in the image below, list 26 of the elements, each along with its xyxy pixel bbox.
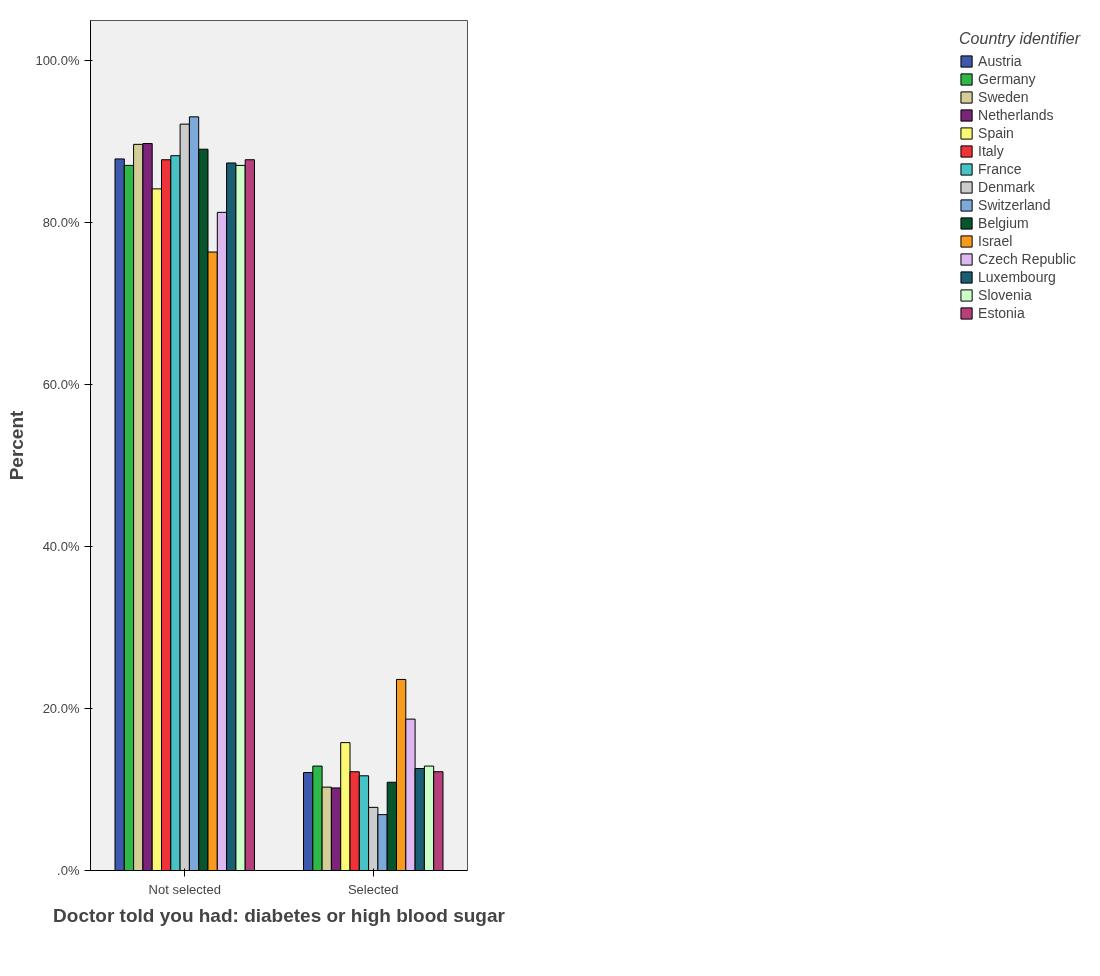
y-tick-label: 80.0% <box>42 215 80 231</box>
legend-label: Switzerland <box>978 197 1051 213</box>
legend-label: Luxembourg <box>978 269 1056 285</box>
x-axis-title: Doctor told you had: diabetes or high blood sugar <box>53 904 506 926</box>
x-tick-label: Selected <box>347 881 399 897</box>
y-tick-label: 20.0% <box>42 701 80 717</box>
y-tick-label: 40.0% <box>42 539 80 555</box>
legend-label: France <box>978 161 1022 177</box>
x-tick-label: Not selected <box>148 881 221 897</box>
y-axis-title: Percent <box>6 409 28 481</box>
y-tick-label: 100.0% <box>35 53 80 69</box>
legend-label: Netherlands <box>978 107 1054 123</box>
legend-label: Slovenia <box>978 287 1032 303</box>
legend-label: Czech Republic <box>978 251 1077 267</box>
legend-label: Israel <box>978 233 1013 249</box>
legend-label: Italy <box>978 143 1004 159</box>
legend-label: Belgium <box>978 215 1029 231</box>
y-tick-label: 60.0% <box>42 377 80 393</box>
legend-label: Denmark <box>978 179 1035 195</box>
y-tick-label: .0% <box>57 863 80 878</box>
legend-label: Sweden <box>978 89 1029 105</box>
legend-label: Spain <box>978 125 1014 141</box>
legend-label: Germany <box>978 71 1036 87</box>
legend-label: Estonia <box>978 305 1025 321</box>
legend-label: Austria <box>978 53 1022 69</box>
legend-title: Country identifier <box>959 30 1080 48</box>
